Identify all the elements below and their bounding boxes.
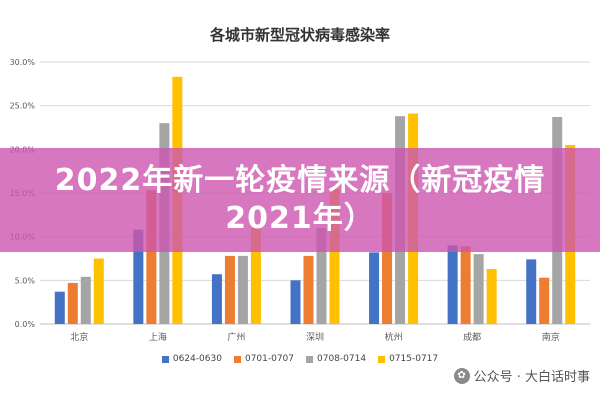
watermark-text: 公众号 · 大白话时事 [473,370,590,385]
overlay-banner [0,148,600,252]
y-tick-label: 5.0% [15,276,36,285]
legend-label: 0708-0714 [317,354,367,364]
bar-0624-0630-成都 [447,245,458,324]
bar-0701-0707-上海 [146,190,157,324]
bar-0701-0707-成都 [460,246,471,324]
wechat-icon: ✿ [453,367,470,384]
bar-0708-0714-深圳 [316,227,327,324]
bar-0715-0717-北京 [93,258,104,324]
x-tick-label: 杭州 [385,331,403,343]
bar-0701-0707-南京 [539,277,550,324]
legend-item: 0624-0630 [161,354,222,364]
bar-0708-0714-北京 [80,276,91,324]
y-tick-label: 30.0% [10,58,36,67]
legend-swatch [161,355,169,363]
bar-0715-0717-广州 [250,227,261,324]
legend-item: 0701-0707 [233,354,294,364]
legend-swatch [233,355,241,363]
bar-0701-0707-杭州 [382,193,393,324]
bar-0701-0707-广州 [224,255,235,324]
y-tick-label: 0.0% [15,320,36,329]
x-tick-label: 广州 [227,331,245,343]
legend-swatch [378,355,386,363]
watermark: ✿ 公众号 · 大白话时事 [453,366,590,385]
bar-0624-0630-北京 [54,291,65,324]
bar-0624-0630-杭州 [369,252,380,324]
bar-0715-0717-成都 [486,268,497,324]
bar-0624-0630-广州 [211,274,222,324]
legend-swatch [306,355,313,363]
x-tick-label: 北京 [70,331,88,343]
bar-0708-0714-广州 [237,255,248,324]
bar-0624-0630-南京 [526,259,537,324]
x-tick-label: 南京 [542,331,560,343]
x-tick-label: 深圳 [306,332,324,343]
bar-0701-0707-北京 [67,282,78,324]
x-tick-label: 成都 [463,331,481,343]
bar-0624-0630-深圳 [290,280,301,324]
bar-0701-0707-深圳 [303,255,314,324]
bar-0624-0630-上海 [133,229,144,324]
bar-0715-0717-深圳 [329,188,340,324]
overlay-banner-text: 2022年新一轮疫情来源（新冠疫情2021年） [54,163,546,236]
legend-item: 0715-0717 [378,354,438,364]
legend-label: 0624-0630 [172,354,222,364]
y-tick-label: 25.0% [10,102,36,111]
chart-title: 各城市新型冠状病毒感染率 [209,26,390,44]
x-tick-label: 上海 [149,331,167,343]
legend-label: 0715-0717 [389,354,439,364]
chart-legend: 0624-0630 0701-0707 0708-0714 0715-0717 [0,354,600,364]
legend-label: 0701-0707 [244,354,294,364]
legend-item: 0708-0714 [306,354,366,364]
bar-0708-0714-成都 [473,254,484,324]
